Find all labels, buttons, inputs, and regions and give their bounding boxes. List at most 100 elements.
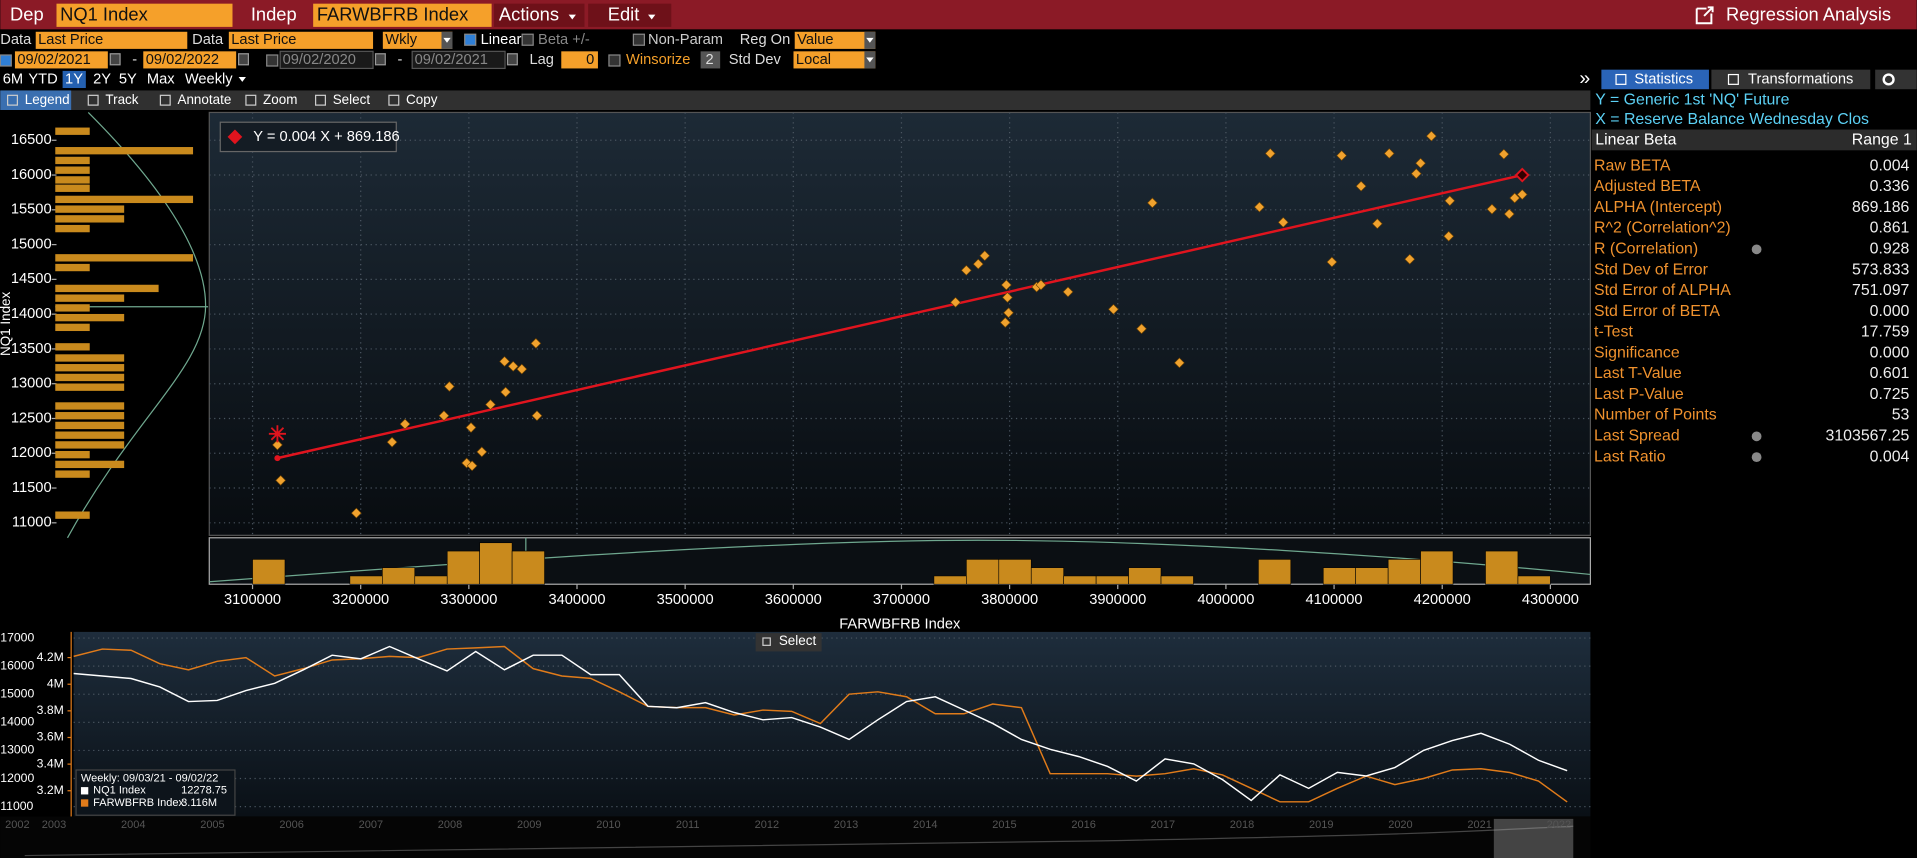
stat-label: Std Error of ALPHA xyxy=(1594,282,1731,299)
label: Winsorize xyxy=(626,52,690,68)
checkbox[interactable] xyxy=(0,54,12,67)
calendar-icon[interactable] xyxy=(506,53,518,66)
info-icon[interactable] xyxy=(1751,452,1762,462)
checkbox[interactable] xyxy=(464,33,477,46)
tool-icon[interactable] xyxy=(87,94,99,106)
scatter-point xyxy=(1003,307,1014,319)
stat-value: 0.004 xyxy=(1870,448,1910,465)
menu[interactable]: Actions xyxy=(499,4,559,25)
info-icon[interactable] xyxy=(1751,431,1762,442)
navigator-year: 2013 xyxy=(834,819,858,831)
y-tick-label: 12000 xyxy=(11,445,52,461)
date-input[interactable] xyxy=(143,51,237,69)
winsorize-input[interactable] xyxy=(700,51,721,69)
navigator xyxy=(0,816,1591,858)
equation-marker xyxy=(227,129,243,145)
calendar-icon[interactable] xyxy=(238,53,250,66)
x-tick-label: 4100000 xyxy=(1306,592,1363,608)
tool-button[interactable]: Track xyxy=(105,92,138,107)
dep-value[interactable]: NQ1 Index xyxy=(60,4,148,25)
period-selected[interactable] xyxy=(62,70,86,88)
x-histogram-bar xyxy=(1355,567,1389,585)
label[interactable]: Last Price xyxy=(231,32,296,48)
period-button[interactable]: 5Y xyxy=(119,71,137,87)
stat-value: 751.097 xyxy=(1852,282,1910,299)
reg-on-input[interactable] xyxy=(794,31,876,49)
tool-button[interactable]: Select xyxy=(333,92,371,107)
frequency-menu[interactable]: Weekly xyxy=(185,71,233,87)
label[interactable]: 09/02/2022 xyxy=(146,52,219,68)
y-tick-label: 16000 xyxy=(11,167,52,183)
indep-value[interactable]: FARWBFRB Index xyxy=(317,4,468,25)
navigator-year: 2017 xyxy=(1151,819,1175,831)
label[interactable]: 09/02/2021 xyxy=(415,52,488,68)
indep-input[interactable] xyxy=(313,3,492,27)
period-button[interactable]: Max xyxy=(147,71,175,87)
date-input[interactable] xyxy=(411,50,506,70)
frequency-input[interactable] xyxy=(382,31,453,49)
label[interactable]: 2 xyxy=(706,52,714,68)
x-histogram-bar xyxy=(414,575,448,585)
tab-selected[interactable] xyxy=(1601,69,1709,90)
std-dev-input[interactable] xyxy=(793,51,876,69)
y-histogram-bar xyxy=(55,195,194,204)
field-input[interactable] xyxy=(35,31,188,49)
label[interactable]: Local xyxy=(796,52,831,68)
navigator-year: 2006 xyxy=(279,819,303,831)
label[interactable]: 09/02/2021 xyxy=(17,52,90,68)
period-button[interactable]: 6M xyxy=(3,71,23,87)
navigator-window[interactable] xyxy=(1493,818,1574,858)
menu-button[interactable] xyxy=(494,3,585,27)
tool-button[interactable]: Zoom xyxy=(263,92,297,107)
checkbox[interactable] xyxy=(266,54,279,67)
period-button[interactable]: YTD xyxy=(28,71,57,87)
tab[interactable] xyxy=(1711,69,1871,90)
tool-button[interactable]: Copy xyxy=(406,92,438,107)
settings-button[interactable] xyxy=(1875,69,1917,90)
label[interactable]: 0 xyxy=(586,52,594,68)
tool-icon[interactable] xyxy=(245,94,257,106)
y-histogram-bar xyxy=(55,441,125,449)
info-icon[interactable] xyxy=(1751,244,1762,255)
period-button[interactable]: 1Y xyxy=(65,71,83,87)
label[interactable]: Last Price xyxy=(38,32,103,48)
expand-button[interactable]: » xyxy=(1579,68,1590,90)
y2-tick-label: 3.4M xyxy=(37,756,64,770)
checkbox[interactable] xyxy=(608,54,621,67)
field-input[interactable] xyxy=(228,31,374,49)
label[interactable]: 09/02/2020 xyxy=(283,52,356,68)
navigator-year: 2012 xyxy=(755,819,779,831)
select-label[interactable]: Select xyxy=(779,633,817,648)
calendar-icon[interactable] xyxy=(109,53,121,66)
calendar-icon[interactable] xyxy=(374,53,386,66)
label[interactable]: Value xyxy=(797,32,833,48)
tool-button[interactable]: Legend xyxy=(25,92,70,107)
date-input[interactable] xyxy=(279,50,374,70)
tab[interactable]: Transformations xyxy=(1748,71,1853,87)
select-button[interactable] xyxy=(755,633,822,652)
period-button[interactable]: 2Y xyxy=(93,71,111,87)
menu[interactable]: Edit xyxy=(608,4,640,25)
tab[interactable]: Statistics xyxy=(1634,71,1693,87)
scatter-point xyxy=(1001,279,1012,291)
stat-label: Last P-Value xyxy=(1594,386,1684,403)
tool-icon[interactable] xyxy=(315,94,327,106)
checkbox[interactable] xyxy=(632,33,646,46)
y-tick-label: 16000 xyxy=(0,658,34,672)
dep-input[interactable] xyxy=(56,3,233,27)
tool-icon[interactable] xyxy=(388,94,400,106)
tool-icon[interactable] xyxy=(159,94,171,106)
navigator-year: 2002 xyxy=(5,819,29,831)
lag-input[interactable] xyxy=(561,51,598,69)
x-histogram-bar xyxy=(349,575,383,585)
y-tick-label: 15000 xyxy=(11,236,52,252)
date-input[interactable] xyxy=(14,51,108,69)
tool-button[interactable]: Annotate xyxy=(177,92,231,107)
y-tick-label: 13500 xyxy=(11,341,52,357)
label[interactable]: Wkly xyxy=(385,32,417,48)
y2-tick-label: 4.2M xyxy=(37,650,64,664)
checkbox[interactable] xyxy=(521,33,534,46)
dropdown-arrow xyxy=(238,77,246,82)
tool-icon[interactable] xyxy=(7,94,19,106)
menu-button[interactable] xyxy=(588,3,672,27)
